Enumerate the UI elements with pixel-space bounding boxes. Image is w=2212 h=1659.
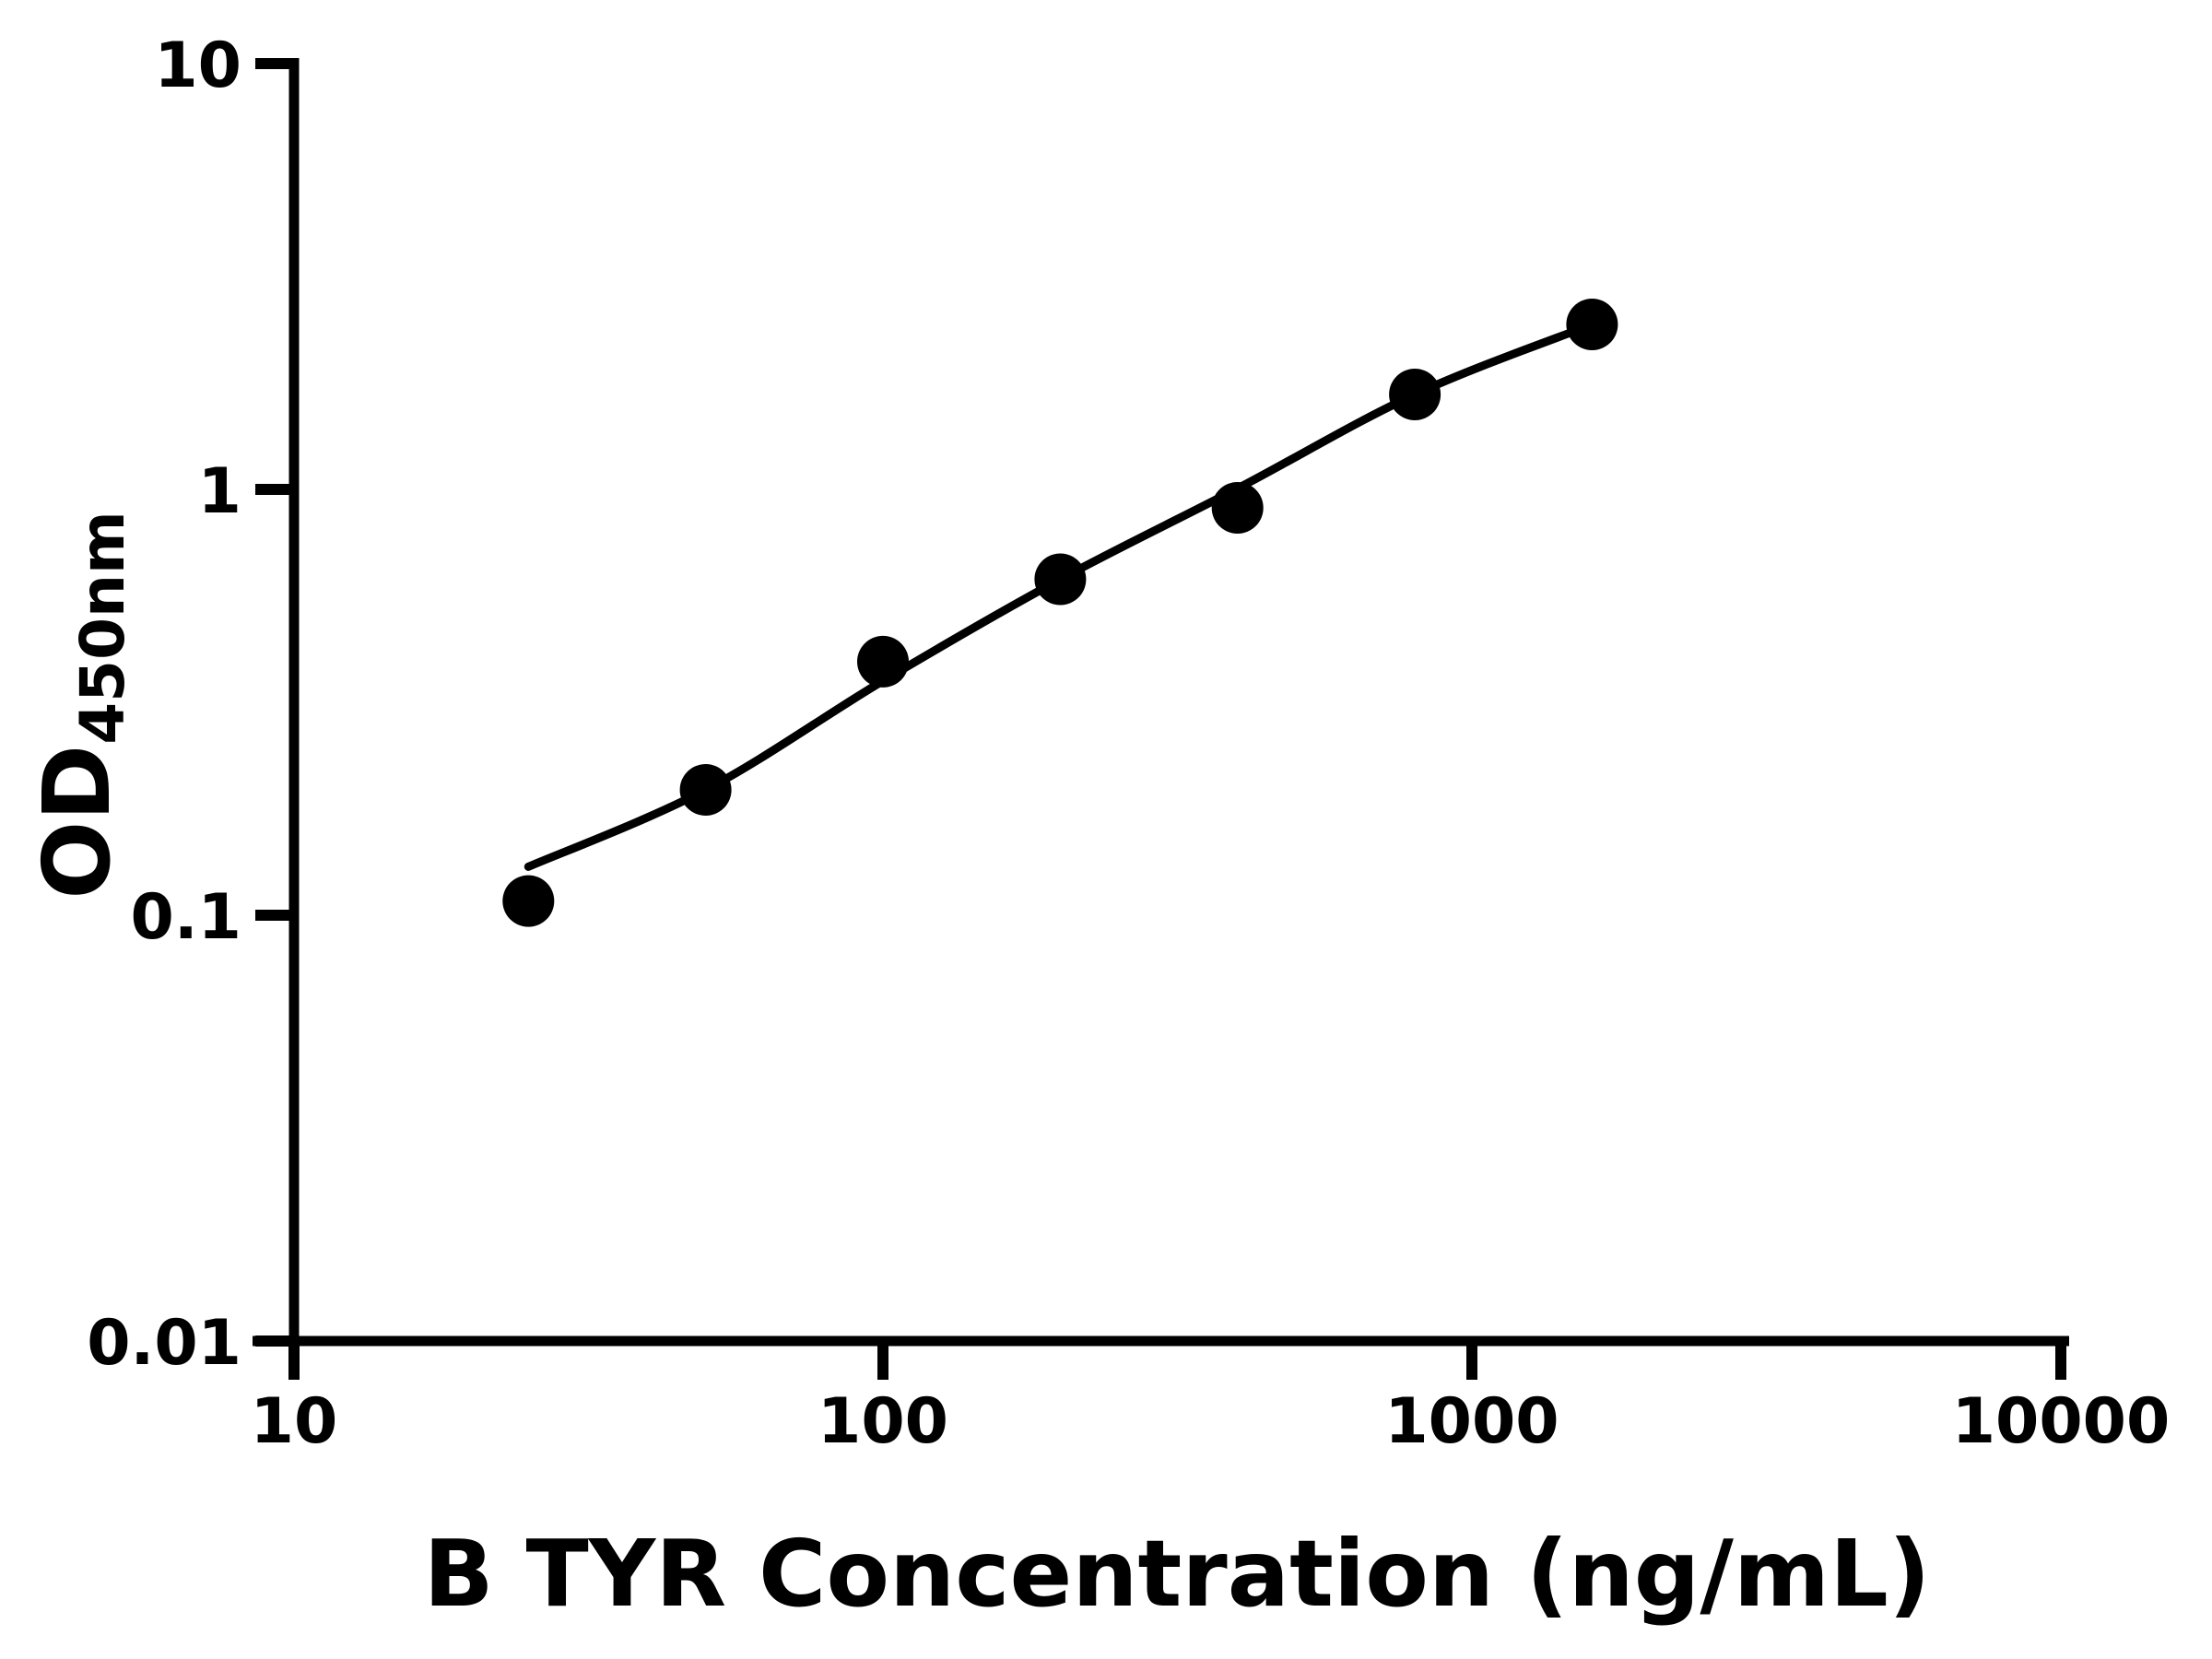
data-point-marker [679,764,732,816]
y-tick-label: 0.1 [131,881,241,954]
data-point-marker [502,875,555,927]
data-point-marker [857,635,909,688]
x-tick-label: 1000 [1384,1385,1559,1458]
y-tick-label: 0.01 [87,1307,241,1380]
x-axis-title: B TYR Concentration (ng/mL) [423,1520,1930,1628]
axes [253,58,2069,1380]
data-point-marker [1211,482,1264,534]
y-tick-label: 1 [198,455,241,528]
y-tick-label: 10 [154,29,241,102]
data-points [502,299,1618,927]
axis-ticks [255,58,2066,1380]
x-tick-label: 10000 [1952,1385,2171,1458]
data-point-marker [1566,299,1618,350]
y-tick-labels: 10 1 0.1 0.01 [87,29,241,1380]
data-point-marker [1034,553,1087,606]
x-tick-labels: 10 100 1000 10000 [251,1385,2171,1458]
y-axis-title: OD450nm [23,511,138,900]
y-axis-title-subscript: 450nm [67,511,138,745]
x-tick-label: 100 [818,1385,948,1458]
data-point-marker [1389,369,1441,420]
y-axis-title-main: OD [23,745,131,900]
x-tick-label: 10 [251,1385,338,1458]
